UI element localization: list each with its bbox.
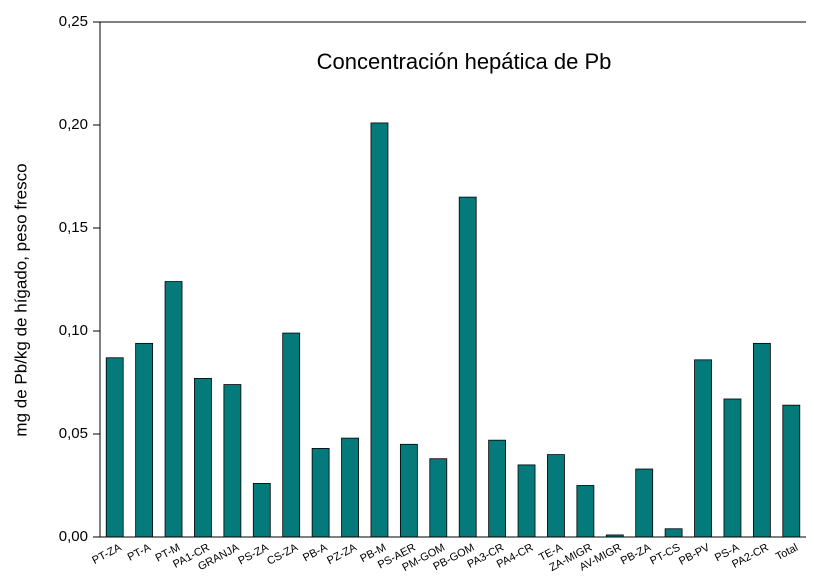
bar (576, 485, 595, 538)
x-tick-label: Total (774, 542, 800, 564)
y-tick-label: 0,25 (59, 13, 88, 30)
bar (635, 468, 654, 538)
y-axis-label: mg de Pb/kg de hígado, peso fresco (11, 163, 30, 436)
bar (223, 384, 242, 538)
bar (282, 332, 301, 538)
x-tick-label: CS-ZA (265, 541, 300, 567)
bar (547, 454, 565, 538)
y-tick-label: 0,00 (59, 528, 88, 545)
bar (782, 404, 801, 538)
bar (164, 281, 183, 538)
x-tick-label: PT-ZA (90, 541, 124, 567)
x-tick-label: PT-A (126, 541, 154, 563)
x-tick-label: PB-PV (677, 541, 712, 567)
x-tick-label: PB-ZA (619, 541, 654, 567)
bar (341, 437, 359, 538)
bar (311, 448, 330, 538)
chart-title: Concentración hepática de Pb (317, 49, 612, 74)
x-tick-label: PS-ZA (236, 541, 271, 567)
x-tick-label: PT-CS (648, 542, 682, 568)
bar (194, 377, 212, 538)
y-tick-label: 0,20 (59, 116, 88, 133)
bar (429, 458, 448, 538)
x-tick-label: PB-A (301, 541, 330, 564)
bar (517, 464, 536, 538)
y-tick-label: 0,05 (59, 425, 88, 442)
bar (664, 528, 683, 538)
y-tick-label: 0,10 (59, 322, 88, 339)
bar (723, 398, 742, 538)
bar (105, 357, 124, 538)
bar (370, 122, 389, 538)
bar (752, 342, 771, 538)
bar (458, 196, 477, 538)
bar (135, 342, 154, 538)
bar (399, 443, 418, 538)
bar (252, 483, 271, 538)
bar (694, 359, 712, 538)
bar (488, 439, 507, 538)
x-tick-label: PZ-ZA (325, 541, 359, 567)
y-tick-label: 0,15 (59, 219, 88, 236)
